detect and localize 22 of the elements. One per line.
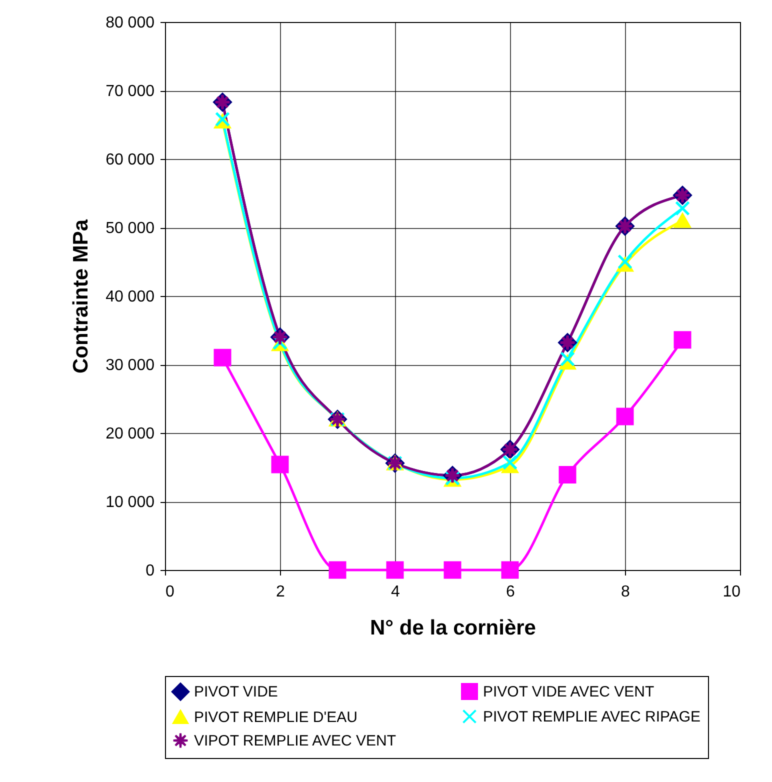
legend-label: VIPOT REMPLIE AVEC VENT	[194, 732, 396, 750]
x-tick-label: 8	[621, 584, 630, 600]
y-tick-label: 30 000	[106, 357, 155, 374]
legend-label: PIVOT REMPLIE D'EAU	[194, 709, 358, 726]
x-tick-label: 6	[506, 584, 516, 600]
y-tick-label: 10 000	[106, 494, 155, 511]
legend-label: PIVOT VIDE AVEC VENT	[483, 684, 654, 700]
y-tick-label: 70 000	[106, 83, 155, 100]
x-tick-label: 2	[276, 584, 286, 600]
x-tick-label: 4	[391, 584, 400, 600]
x-tick-label: 10	[722, 584, 741, 600]
y-tick-label: 60 000	[106, 152, 155, 168]
x-axis-title: N° de la cornière	[370, 616, 536, 640]
y-tick-label: 40 000	[106, 288, 155, 306]
y-tick-label: 20 000	[106, 426, 155, 442]
y-tick-label: 50 000	[106, 220, 155, 237]
y-tick-label: 0	[146, 562, 155, 580]
legend-label: PIVOT VIDE	[194, 684, 278, 701]
y-axis-title: Contrainte MPa	[70, 219, 93, 374]
x-tick-label: 0	[166, 584, 174, 600]
legend-label: PIVOT REMPLIE AVEC RIPAGE	[483, 708, 701, 726]
y-tick-label: 80 000	[106, 14, 155, 32]
